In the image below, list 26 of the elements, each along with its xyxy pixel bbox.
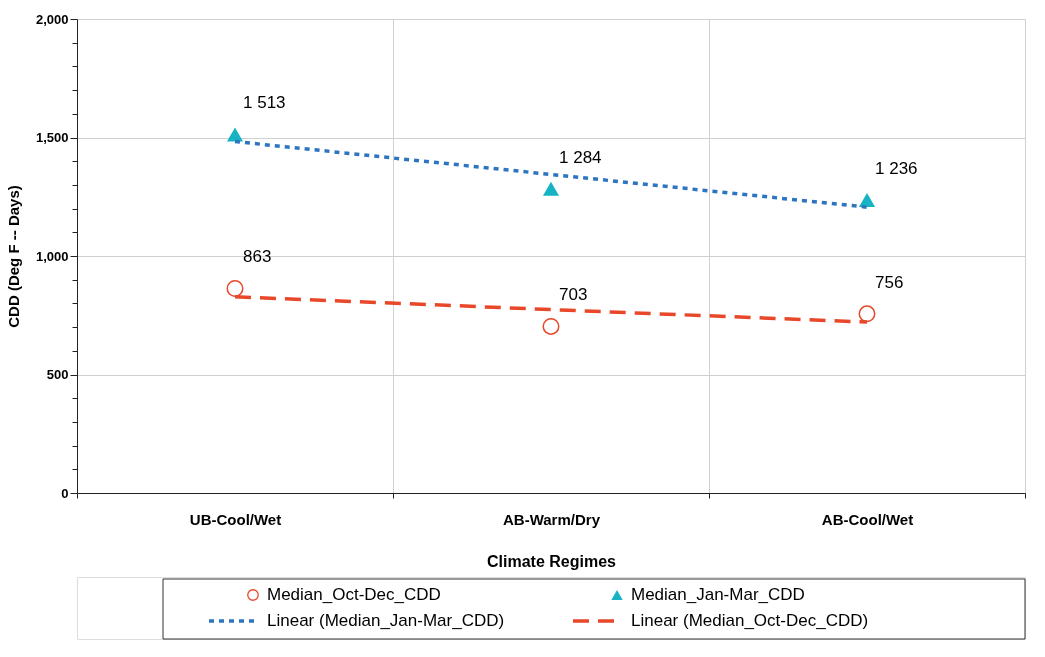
data-label: 1 236 — [875, 159, 918, 179]
legend-label: Linear (Median_Jan-Mar_CDD) — [267, 611, 505, 630]
point — [542, 181, 560, 196]
x-tick-label: UB-Cool/Wet — [189, 510, 282, 528]
legend-label: Median_Jan-Mar_CDD — [631, 585, 805, 604]
y-tick-label: 0 — [61, 485, 69, 501]
y-tick-label: 1,500 — [35, 130, 69, 145]
point — [226, 279, 244, 297]
y-axis-title: CDD (Deg F -- Days) — [4, 185, 22, 328]
point — [858, 193, 876, 208]
legend-label: Linear (Median_Oct-Dec_CDD) — [631, 611, 869, 630]
data-label: 1 284 — [559, 147, 602, 167]
data-label: 1 513 — [243, 93, 286, 113]
point — [542, 317, 560, 335]
y-tick-label: 2,000 — [35, 11, 69, 27]
x-tick-label: AB-Warm/Dry — [503, 510, 601, 528]
x-tick-label: AB-Cool/Wet — [821, 510, 914, 528]
data-label: 703 — [559, 285, 588, 305]
x-axis-title: Climate Regimes — [487, 552, 617, 570]
legend-label: Median_Oct-Dec_CDD — [267, 585, 441, 604]
data-label: 863 — [243, 247, 272, 267]
data-label: 756 — [875, 272, 904, 292]
point — [858, 305, 876, 323]
y-tick-label: 500 — [46, 367, 69, 382]
point — [226, 127, 244, 142]
y-tick-label: 1,000 — [35, 248, 69, 264]
